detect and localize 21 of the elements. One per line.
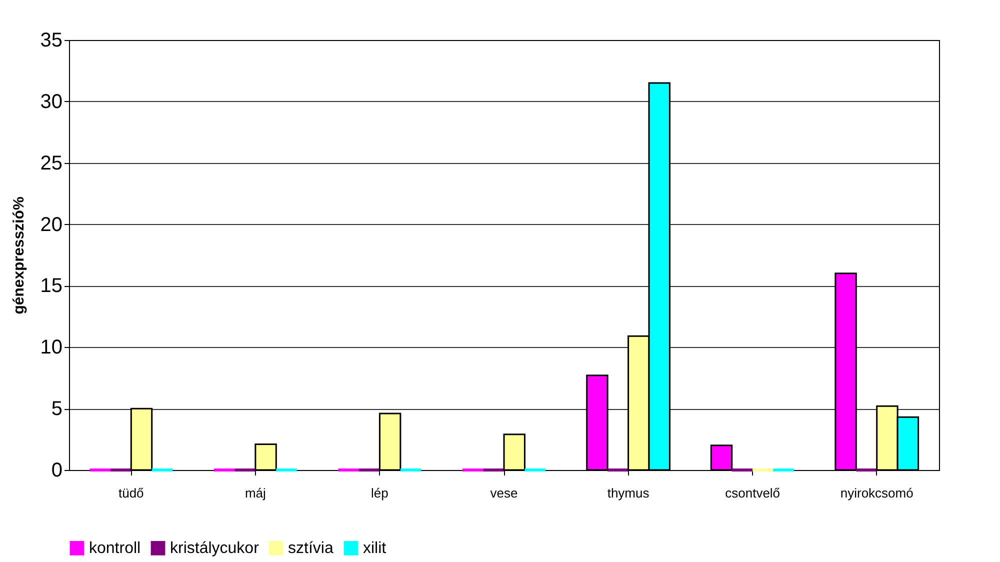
y-tick-label: 10 <box>40 336 62 359</box>
x-tick-label: nyirokcsomó <box>840 486 914 500</box>
x-tick-label: thymus <box>607 486 650 500</box>
bar <box>710 444 733 471</box>
y-tick-label: 15 <box>40 275 62 298</box>
legend-label: kristálycukor <box>170 540 260 558</box>
x-tick-label: vese <box>490 486 518 500</box>
y-axis-title: génexpresszió% <box>10 196 28 314</box>
legend-label: xilit <box>363 540 387 558</box>
legend-label: sztívia <box>288 540 334 558</box>
x-tick-label: lép <box>371 486 388 500</box>
y-tick-label: 25 <box>40 152 62 174</box>
x-tick-label: csontvelő <box>725 486 780 500</box>
y-tick-label: 5 <box>51 398 62 420</box>
y-tick-label: 30 <box>40 90 62 113</box>
x-tick-label: máj <box>244 486 266 500</box>
y-tick-label: 35 <box>40 30 62 52</box>
y-tick-label: 20 <box>40 214 62 236</box>
x-tick-label: tüdő <box>118 486 144 500</box>
y-tick-label: 0 <box>51 460 62 482</box>
legend-label: kontroll <box>89 540 141 558</box>
